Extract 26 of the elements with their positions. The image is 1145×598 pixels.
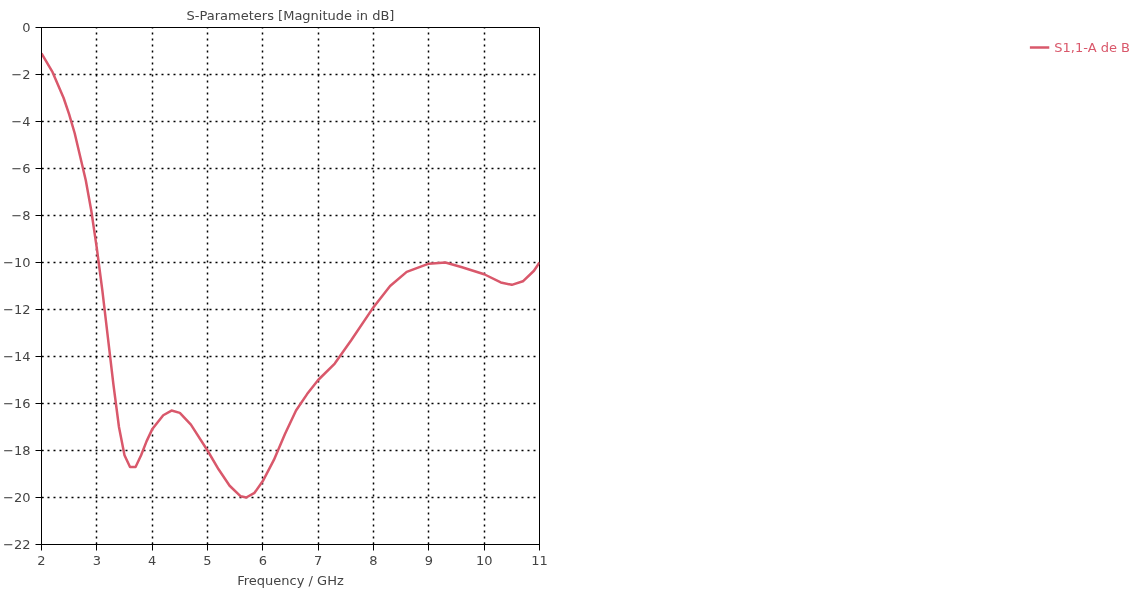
x-tick-label: 11 xyxy=(531,552,548,568)
y-tick-label: −4 xyxy=(11,114,31,129)
y-tick-label: −16 xyxy=(3,396,31,411)
x-tick-label: 2 xyxy=(37,552,46,568)
x-tick-label: 7 xyxy=(314,552,323,568)
y-tick-label: −12 xyxy=(3,302,31,317)
line-series xyxy=(41,52,540,499)
y-tick-label: −8 xyxy=(11,208,31,223)
chart-title: S-Parameters [Magnitude in dB] xyxy=(186,7,395,23)
y-tick-label: −6 xyxy=(11,161,31,176)
x-axis-title: Frequency / GHz xyxy=(237,572,344,588)
x-tick-label: 9 xyxy=(424,552,433,568)
x-tick-label: 10 xyxy=(475,552,493,568)
x-tick-label: 5 xyxy=(203,552,212,568)
x-tick-label: 3 xyxy=(92,552,101,568)
y-tick-label: −22 xyxy=(3,537,31,552)
y-tick-label: −2 xyxy=(11,67,31,82)
y-tick-label: −20 xyxy=(3,490,31,505)
legend-label: S1,1-A de B xyxy=(1054,39,1130,55)
y-tick-label: 0 xyxy=(22,20,31,35)
x-tick-label: 6 xyxy=(258,552,267,568)
y-tick-label: −10 xyxy=(3,255,31,270)
y-tick-label: −18 xyxy=(3,443,31,458)
x-tick-label: 4 xyxy=(148,552,157,568)
x-tick-label: 8 xyxy=(369,552,378,568)
y-tick-label: −14 xyxy=(3,349,31,364)
